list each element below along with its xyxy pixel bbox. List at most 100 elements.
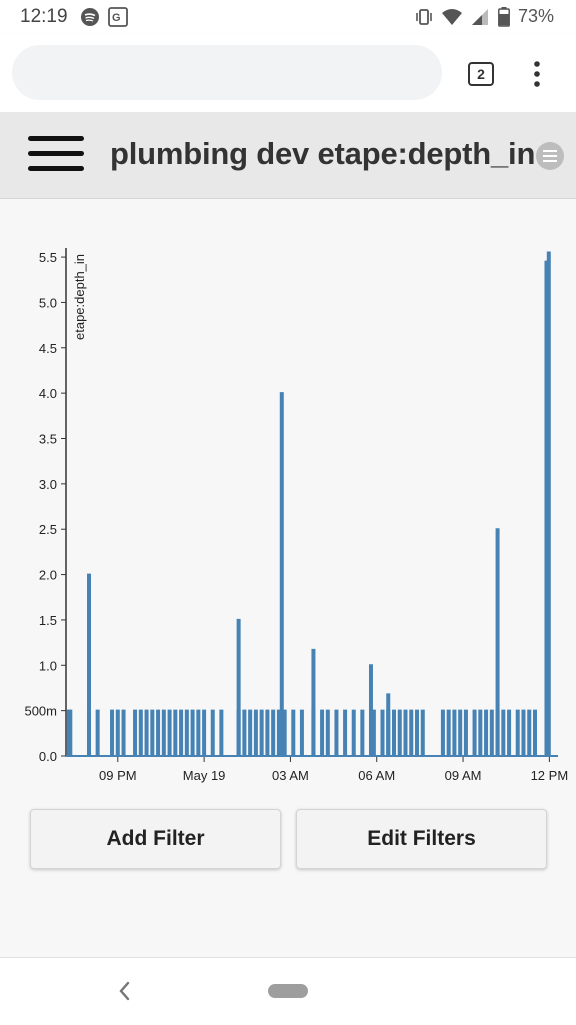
data-spike (138, 709, 143, 756)
data-spike (527, 709, 532, 756)
data-spike (507, 709, 512, 756)
y-tick-label: 500m (24, 704, 57, 719)
data-spike (150, 709, 155, 756)
data-spike (248, 709, 253, 756)
data-spike (291, 709, 296, 756)
data-peak (495, 528, 500, 756)
y-tick-label: 5.5 (39, 250, 57, 265)
data-spike (282, 709, 287, 756)
data-spike (325, 709, 330, 756)
list-menu-icon[interactable] (536, 142, 564, 170)
data-spike (167, 709, 172, 756)
data-spike (440, 709, 445, 756)
system-nav-bar (0, 957, 576, 1025)
y-tick-label: 1.0 (39, 658, 57, 673)
data-spike (458, 709, 463, 756)
data-peak (386, 693, 391, 756)
data-peak (279, 392, 284, 756)
back-icon[interactable] (116, 980, 132, 1002)
svg-text:G: G (112, 12, 121, 24)
data-spike (190, 709, 195, 756)
x-tick-label: 09 PM (99, 768, 137, 783)
translate-icon: G (108, 7, 128, 27)
data-spike (156, 709, 161, 756)
data-spike (452, 709, 457, 756)
data-spike (179, 709, 184, 756)
data-spike (202, 709, 207, 756)
data-spike (253, 709, 258, 756)
data-spike (478, 709, 483, 756)
data-spike (144, 709, 149, 756)
status-bar: 12:19 G 73% (0, 0, 576, 34)
data-spike (196, 709, 201, 756)
data-spike (265, 709, 270, 756)
y-tick-label: 1.5 (39, 613, 57, 628)
x-tick-label: 06 AM (358, 768, 395, 783)
data-spike (115, 709, 120, 756)
data-spike (320, 709, 325, 756)
data-spike (351, 709, 356, 756)
data-spike (173, 709, 178, 756)
add-filter-button[interactable]: Add Filter (30, 809, 281, 869)
x-tick-label: 09 AM (445, 768, 482, 783)
data-spike (271, 709, 276, 756)
home-pill[interactable] (268, 984, 308, 998)
data-spike (161, 709, 166, 756)
data-spike (299, 709, 304, 756)
data-spike (343, 709, 348, 756)
data-spike (501, 709, 506, 756)
data-spike (219, 709, 224, 756)
data-spike (110, 709, 115, 756)
data-spike (360, 709, 365, 756)
data-spike (259, 709, 264, 756)
spotify-icon (81, 8, 99, 26)
y-tick-label: 4.5 (39, 341, 57, 356)
data-spike (392, 709, 396, 756)
y-tick-label: 0.0 (39, 749, 57, 764)
x-tick-label: 12 PM (531, 768, 569, 783)
data-spike (121, 709, 126, 756)
browser-toolbar: 2 (0, 34, 576, 112)
data-spike (276, 709, 281, 756)
x-tick-label: 03 AM (272, 768, 309, 783)
y-axis-label: etape:depth_in (72, 254, 87, 340)
data-spike (463, 709, 468, 756)
x-tick-label: May 19 (183, 768, 226, 783)
signal-icon (471, 8, 488, 25)
overflow-menu-icon[interactable] (532, 60, 542, 88)
url-bar[interactable] (12, 45, 442, 100)
data-peak (546, 251, 551, 756)
data-peak (87, 573, 92, 756)
edit-filters-button[interactable]: Edit Filters (296, 809, 547, 869)
data-spike (380, 709, 385, 756)
data-spike (472, 709, 477, 756)
data-spike (184, 709, 189, 756)
battery-percent: 73% (517, 6, 554, 26)
data-spike (521, 709, 526, 756)
wifi-icon (441, 8, 462, 25)
data-spike (210, 709, 215, 756)
y-tick-label: 4.0 (39, 386, 57, 401)
data-spike (371, 709, 376, 756)
y-tick-label: 5.0 (39, 295, 57, 310)
data-spike (409, 709, 414, 756)
data-spike (68, 709, 73, 756)
tab-switcher-button[interactable]: 2 (468, 62, 494, 86)
depth-chart: 0.0 500m 1.0 1.5 2.0 2.5 3.0 3.5 4.0 4.5 5.0 5.5 09 … (24, 248, 569, 783)
data-spike (95, 709, 100, 756)
status-time: 12:19 (20, 6, 68, 27)
data-peak (311, 648, 316, 756)
y-tick-label: 3.0 (39, 477, 57, 492)
data-spike (489, 709, 494, 756)
y-tick-label: 2.5 (39, 522, 57, 537)
hamburger-menu-icon[interactable] (28, 136, 84, 172)
data-peak (236, 618, 241, 756)
y-tick-label: 3.5 (39, 432, 57, 447)
y-tick-label: 2.0 (39, 568, 57, 583)
data-spike (446, 709, 451, 756)
battery-icon (498, 6, 510, 27)
main-content: 0.0 500m 1.0 1.5 2.0 2.5 3.0 3.5 4.0 4.5 5.0 5.5 09 … (0, 199, 576, 957)
vibrate-icon (416, 8, 432, 25)
app-header: plumbing dev etape:depth_in (0, 112, 576, 199)
data-spike (133, 709, 138, 756)
